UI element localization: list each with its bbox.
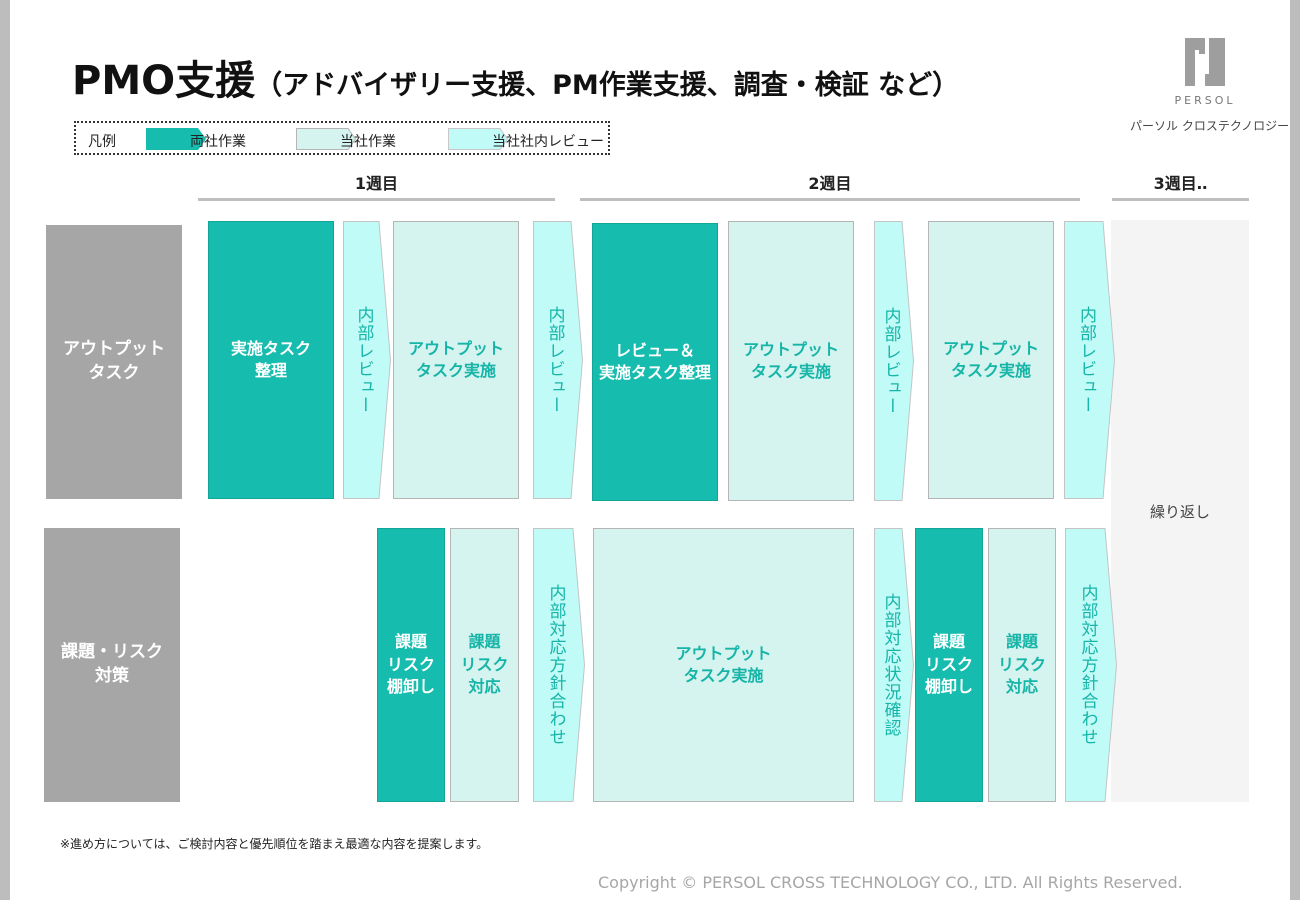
persol-logo: PERSOL (1170, 38, 1240, 107)
task-ours-output: アウトプット タスク実施 (393, 221, 519, 499)
legend-label-both: 両社作業 (190, 134, 246, 150)
review-arrow: 内部レビュー (533, 221, 583, 499)
legend-label-review: 当社社内レビュー (492, 134, 604, 150)
review-arrow: 内部レビュー (874, 221, 914, 501)
copyright: Copyright © PERSOL CROSS TECHNOLOGY CO.,… (598, 873, 1183, 892)
repeat-block: 繰り返し (1111, 220, 1249, 802)
review-arrow: 内部対応方針合わせ (533, 528, 585, 802)
review-arrow: 内部レビュー (343, 221, 391, 499)
review-arrow: 内部対応状況確認 (874, 528, 914, 802)
row-label-output-task: アウトプット タスク (46, 225, 182, 499)
title-main: PMO支援 (72, 58, 256, 104)
chevron-arrow-shape (1064, 221, 1115, 499)
chevron-arrow-shape (533, 221, 583, 499)
chevron-arrow-shape (533, 528, 585, 802)
week-2-header: 2週目 (808, 174, 852, 193)
task-both-risk-inventory: 課題 リスク 棚卸し (377, 528, 445, 802)
week-2-line (580, 198, 1080, 201)
week-3-line (1112, 198, 1249, 201)
task-ours-output: アウトプット タスク実施 (593, 528, 854, 802)
persol-logo-icon (1185, 38, 1225, 86)
chevron-arrow-shape (874, 221, 914, 501)
page-title: PMO支援（アドバイザリー支援、PM作業支援、調査・検証 など） (72, 48, 959, 106)
legend-swatch-review (448, 128, 508, 150)
chevron-arrow-shape (343, 221, 391, 499)
footnote: ※進め方については、ご検討内容と優先順位を踏まえ最適な内容を提案します。 (60, 837, 489, 851)
right-edge-bar (1290, 0, 1300, 900)
week-3-header: 3週目‥ (1153, 174, 1208, 193)
week-1-header: 1週目 (354, 174, 399, 193)
review-arrow-label: 内部対応方針合わせ (1077, 584, 1098, 746)
task-ours-output: アウトプット タスク実施 (728, 221, 854, 501)
logo-wordmark: PERSOL (1174, 94, 1236, 107)
legend: 凡例 両社作業 当社作業 当社社内レビュー (74, 121, 610, 155)
task-both-organize: 実施タスク 整理 (208, 221, 334, 499)
review-arrow: 内部対応方針合わせ (1065, 528, 1117, 802)
title-sub: （アドバイザリー支援、PM作業支援、調査・検証 など） (255, 70, 960, 101)
review-arrow-label: 内部対応方針合わせ (545, 584, 566, 746)
review-arrow-label: 内部対応状況確認 (880, 593, 901, 737)
logo-company: パーソル クロステクノロジー (1130, 119, 1290, 133)
review-arrow-label: 内部レビュー (353, 306, 374, 414)
task-ours-risk-response: 課題 リスク 対応 (988, 528, 1056, 802)
legend-swatch-ours (296, 128, 356, 150)
review-arrow-label: 内部レビュー (1076, 306, 1096, 414)
legend-title: 凡例 (88, 134, 116, 150)
week-1-line (198, 198, 555, 201)
chevron-arrow-shape (874, 528, 914, 802)
legend-label-ours: 当社作業 (340, 134, 396, 150)
chevron-arrow-shape (1065, 528, 1117, 802)
task-ours-output: アウトプット タスク実施 (928, 221, 1054, 499)
review-arrow-label: 内部レビュー (880, 307, 901, 415)
review-arrow: 内部レビュー (1064, 221, 1115, 499)
task-both-review-organize: レビュー＆ 実施タスク整理 (592, 223, 718, 501)
row-label-issue-risk: 課題・リスク 対策 (44, 528, 180, 802)
task-both-risk-inventory: 課題 リスク 棚卸し (915, 528, 983, 802)
task-ours-risk-response: 課題 リスク 対応 (450, 528, 519, 802)
legend-swatch-both (146, 128, 206, 150)
review-arrow-label: 内部レビュー (544, 306, 565, 414)
left-edge-bar (0, 0, 10, 900)
